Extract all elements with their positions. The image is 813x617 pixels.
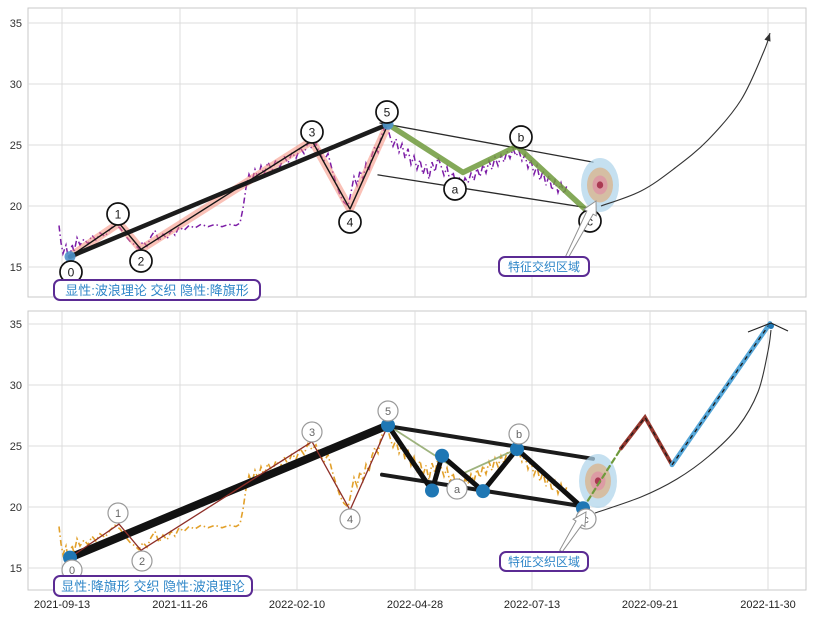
wave-label-text: b	[518, 130, 525, 144]
wave-label-circle	[339, 508, 361, 530]
y-tick-label: 35	[10, 18, 22, 30]
wave-vertex-dot	[381, 418, 395, 433]
wave-vertex-dot	[425, 483, 439, 498]
wave-label-text: 0	[68, 265, 75, 279]
wave-label-circle	[509, 125, 533, 149]
y-tick-label: 25	[10, 140, 22, 152]
x-tick-label: 2021-11-26	[152, 599, 207, 611]
y-tick-label: 30	[10, 79, 22, 91]
wave-label-circle	[106, 202, 130, 226]
wave-label-circle	[300, 120, 324, 144]
y-tick-label: 30	[10, 380, 22, 392]
channel-upper-line	[388, 424, 595, 461]
wave-label-text: 0	[69, 565, 75, 577]
flag-zigzag-line	[385, 422, 586, 511]
wave-label-text: c	[583, 514, 589, 526]
projection-curve	[594, 329, 772, 514]
wave-vertex-dot	[476, 484, 490, 499]
wave-label-text: 1	[115, 207, 122, 221]
x-tick-label: 2021-09-13	[34, 599, 90, 611]
wave-label-circle	[338, 210, 362, 234]
y-tick-label: 15	[10, 563, 22, 575]
wave-label-text: 5	[385, 406, 391, 418]
annotation-top-feature-interweave-zone: 特征交织区域	[498, 256, 590, 277]
wave-label-text: 2	[138, 254, 145, 268]
wave-label-circle	[107, 502, 129, 524]
target-zone-ring	[596, 181, 604, 189]
wave-label-text: a	[452, 182, 459, 196]
wave-label-circle	[443, 177, 467, 201]
wave-label-circle	[508, 423, 530, 445]
flag-pole-line	[67, 122, 391, 259]
projection-arrowhead-icon	[764, 33, 771, 42]
impulse-wave-line	[69, 123, 389, 258]
projection-end-dot	[768, 323, 774, 329]
y-tick-label: 35	[10, 319, 22, 331]
annotation-top-explicit-wave-theory: 显性:波浪理论 交织 隐性:降旗形	[53, 279, 261, 301]
panel-border	[27, 310, 807, 591]
y-tick-label: 25	[10, 441, 22, 453]
panel-bottom: 35 30 25 20 15 0 1 2 3 4 5 a b c	[10, 310, 807, 591]
wave-label-text: 5	[384, 105, 391, 119]
projection-end-cap-icon	[747, 322, 789, 333]
projection-curve	[600, 32, 771, 207]
projection-segment	[669, 321, 773, 468]
panel-top: 35 30 25 20 15 0 1 2 3 4 5 a b c	[10, 7, 807, 298]
impulse-wave-line	[69, 424, 389, 559]
annotation-bottom-explicit-flag: 显性:降旗形 交织 隐性:波浪理论	[53, 575, 253, 597]
wave-label-circle	[301, 421, 323, 443]
projection-segment-dash-overlay	[620, 416, 673, 466]
white-pointer-arrow-icon	[565, 200, 597, 259]
x-axis: 2021-09-13 2021-11-26 2022-02-10 2022-04-28…	[34, 599, 796, 611]
wave-label-text: 4	[347, 215, 354, 229]
channel-lower-line	[377, 174, 589, 209]
y-tick-label: 20	[10, 201, 22, 213]
wave-label-circle	[377, 400, 399, 422]
wave-label-circle	[375, 100, 399, 124]
x-tick-label: 2022-02-10	[269, 599, 325, 611]
wave-label-text: a	[454, 484, 461, 496]
abc-correction-wave	[385, 121, 588, 212]
y-tick-label: 15	[10, 262, 22, 274]
annotation-bottom-feature-interweave-zone: 特征交织区域	[499, 551, 589, 572]
wave-label-text: 1	[115, 508, 121, 520]
x-tick-label: 2022-04-28	[387, 599, 443, 611]
flag-pole-line	[66, 421, 392, 562]
x-tick-label: 2022-09-21	[622, 599, 678, 611]
x-tick-label: 2022-11-30	[740, 599, 795, 611]
wave-label-circle	[129, 249, 153, 273]
wave-label-text: 3	[309, 125, 316, 139]
wave-label-text: c	[587, 214, 593, 228]
panels: 35 30 25 20 15 0 1 2 3 4 5 a b c 35 30 25 20 15 0 1 2 3 4 5 a b c	[10, 7, 807, 591]
panel-border	[27, 7, 807, 298]
wave-label-text: 3	[309, 427, 315, 439]
wave-vertex-dot	[510, 442, 524, 457]
projection-segment	[581, 447, 623, 510]
y-tick-label: 20	[10, 502, 22, 514]
wave-label-text: 2	[139, 556, 145, 568]
wave-label-circle	[131, 550, 153, 572]
wave-label-text: 4	[347, 514, 353, 526]
x-tick-label: 2022-07-13	[504, 599, 560, 611]
channel-upper-line	[379, 122, 594, 163]
white-pointer-arrow-icon	[559, 511, 587, 553]
wave-label-circle	[446, 478, 468, 500]
wave-label-text: b	[516, 429, 522, 441]
wave-vertex-dot	[435, 448, 449, 463]
wave-vertex-dot	[64, 251, 76, 263]
